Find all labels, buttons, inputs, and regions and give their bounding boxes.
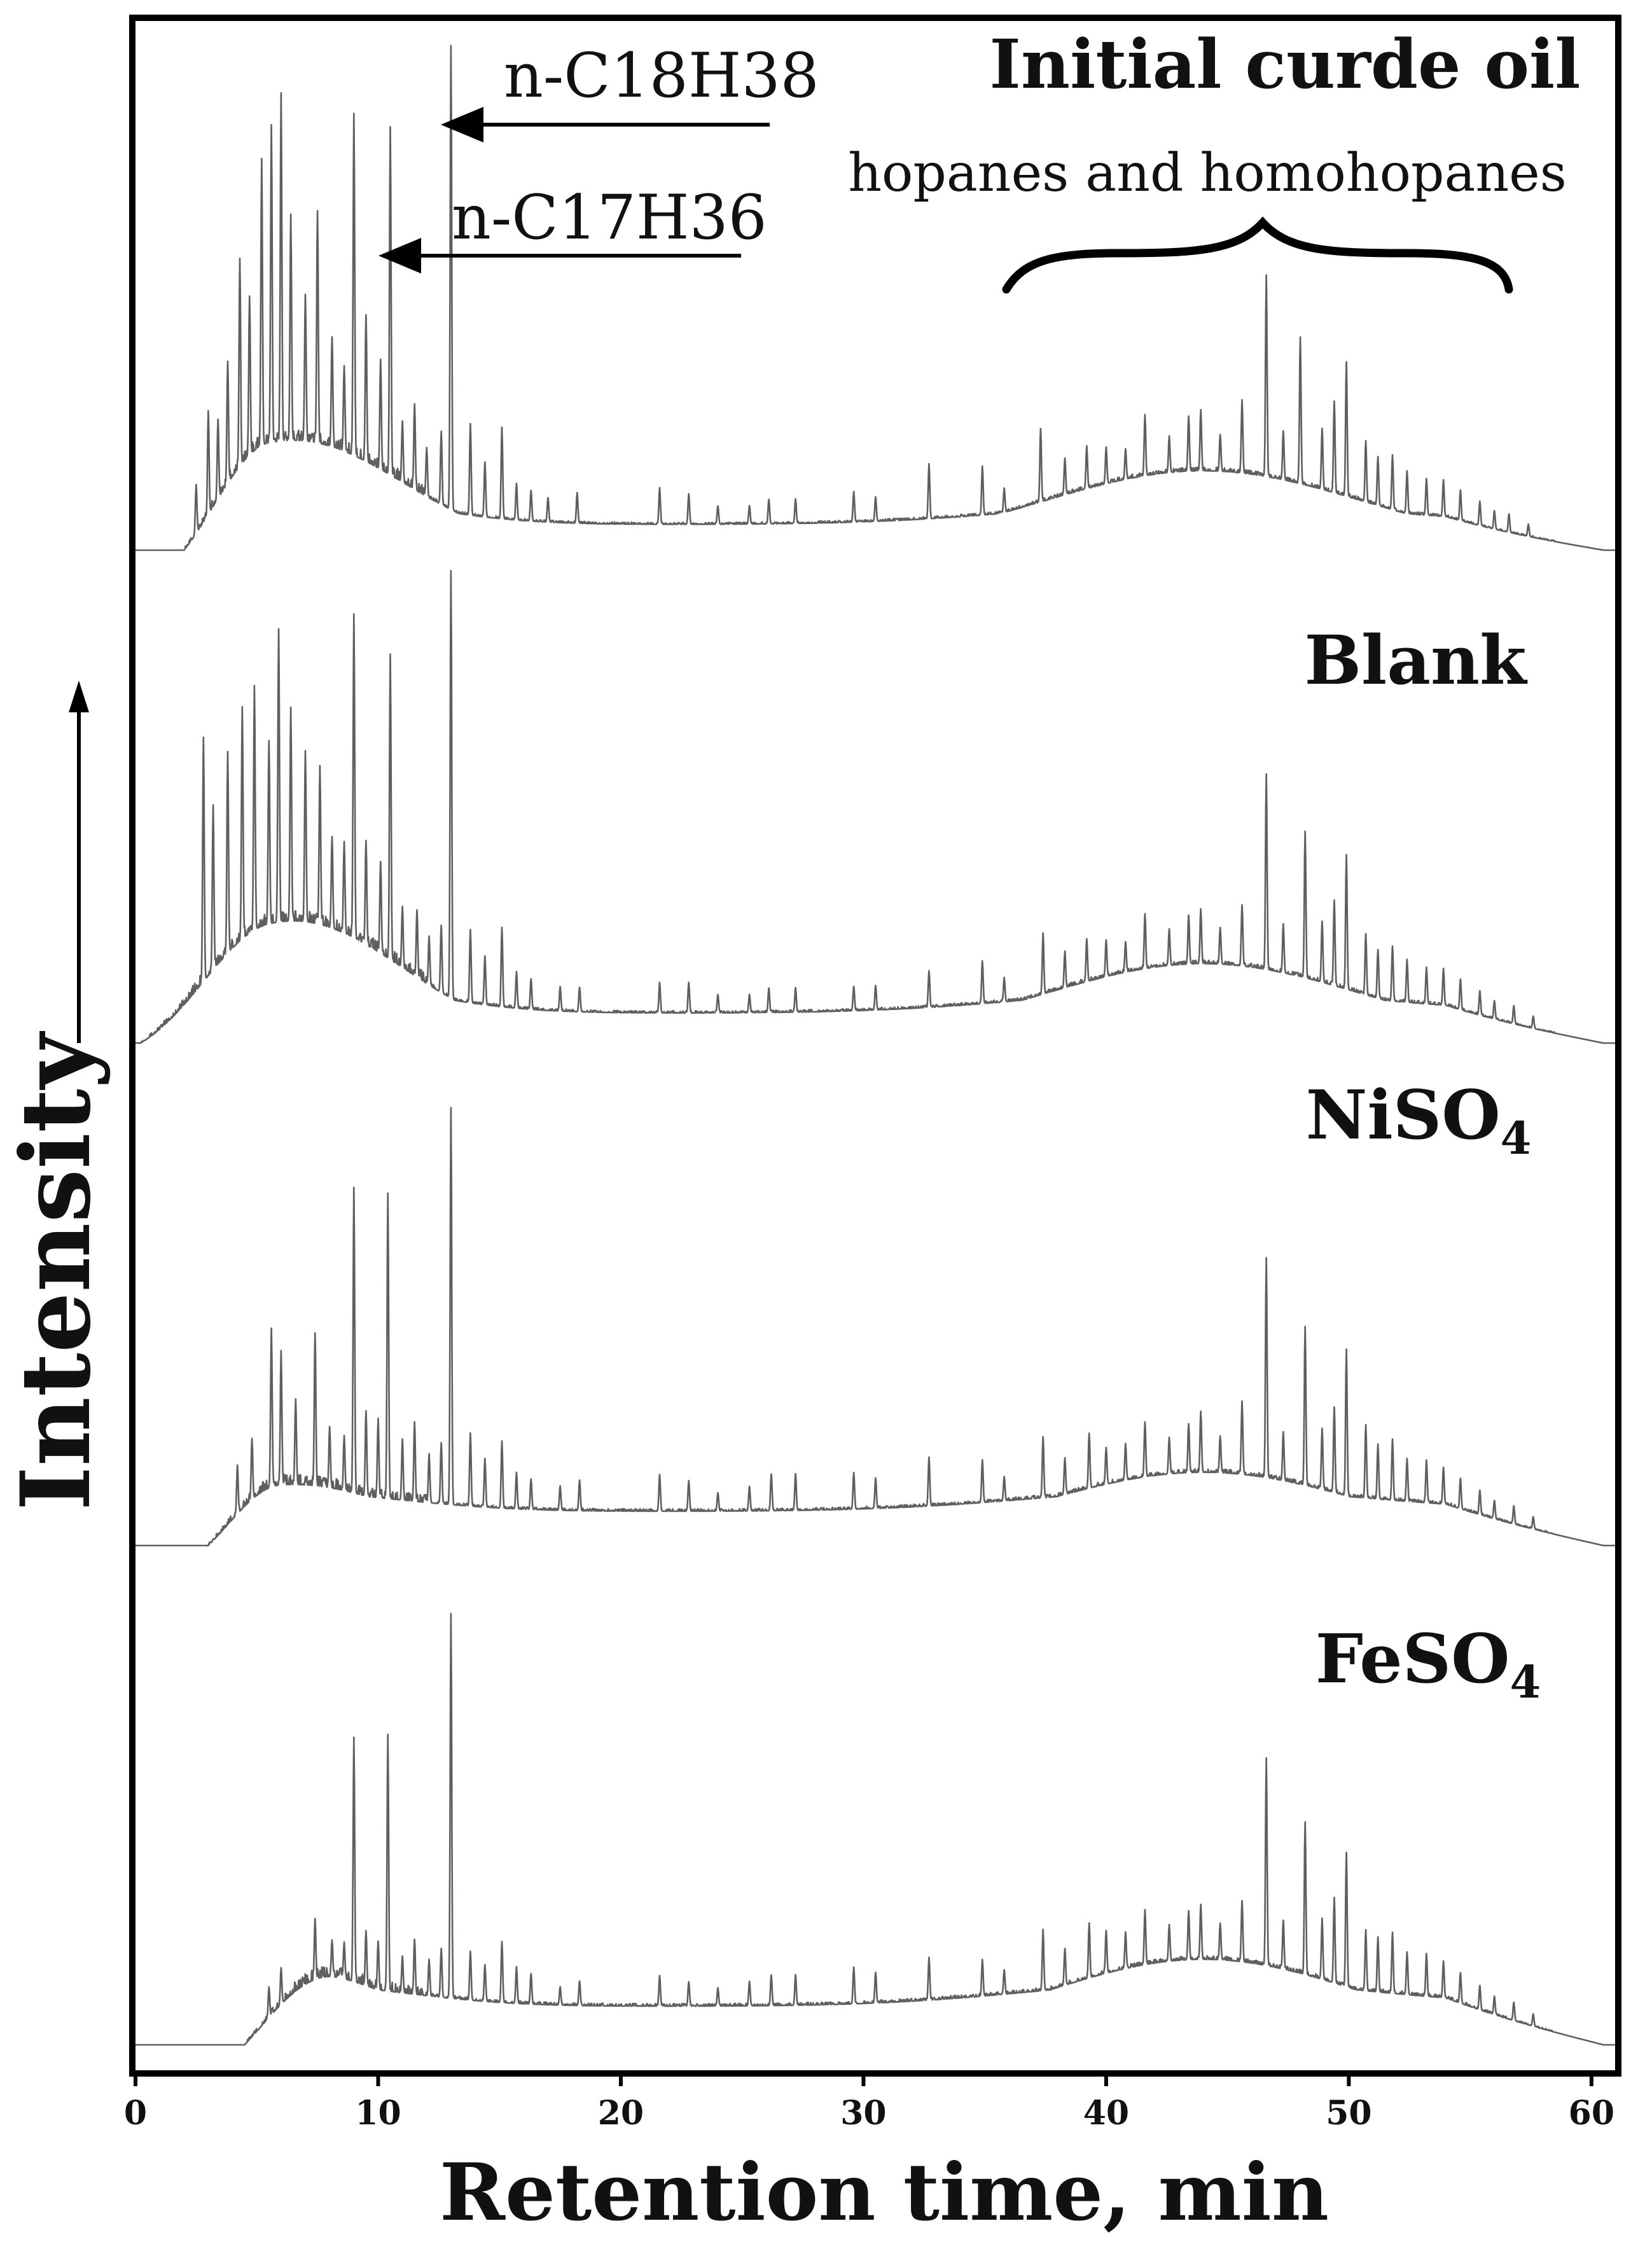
- y-axis-label: Intensity: [0, 1031, 112, 1511]
- series-trace-3: [135, 1107, 1616, 1547]
- traces-group: [135, 45, 1616, 2046]
- series-label-initial-curde-oil-text: Initial curde oil: [989, 24, 1580, 104]
- annotation-n-c18h38: n-C18H38: [504, 40, 819, 111]
- x-tick-label: 20: [598, 2094, 644, 2133]
- series-label-niso4-subscript: 4: [1501, 1112, 1532, 1165]
- x-tick-label: 10: [355, 2094, 401, 2133]
- series-label-blank: Blank: [1304, 620, 1528, 700]
- series-trace-1: [135, 45, 1616, 551]
- series-label-feso4-text: FeSO: [1315, 1619, 1510, 1698]
- series-trace-2: [135, 570, 1616, 1044]
- x-axis-label: Retention time, min: [440, 2147, 1329, 2239]
- curly-brace-icon: [1002, 216, 1513, 294]
- x-tick-label: 30: [840, 2094, 886, 2133]
- annotation-hopanes: hopanes and homohopanes: [848, 143, 1567, 204]
- series-label-initial-curde-oil: Initial curde oil: [989, 24, 1580, 104]
- series-label-niso4-text: NiSO: [1306, 1075, 1501, 1154]
- x-tick-label: 40: [1083, 2094, 1129, 2133]
- series-trace-4: [135, 1612, 1616, 2046]
- annotation-n-c17h36: n-C17H36: [452, 182, 767, 253]
- series-label-blank-text: Blank: [1304, 620, 1528, 700]
- series-label-niso4: NiSO4: [1306, 1075, 1532, 1165]
- plot-frame: [129, 15, 1621, 2077]
- arrow-left-icon-c17: [378, 238, 741, 273]
- x-tick-label: 50: [1326, 2094, 1371, 2133]
- arrow-left-icon-c18: [441, 107, 770, 142]
- x-tick-label: 60: [1569, 2094, 1614, 2133]
- x-axis-ticks: 0 10 20 30 40 50 60: [124, 2072, 1614, 2133]
- x-tick-label: 0: [124, 2094, 147, 2133]
- y-axis-arrow-icon: [69, 681, 89, 1043]
- series-label-feso4: FeSO4: [1315, 1619, 1541, 1708]
- series-label-feso4-subscript: 4: [1510, 1656, 1541, 1708]
